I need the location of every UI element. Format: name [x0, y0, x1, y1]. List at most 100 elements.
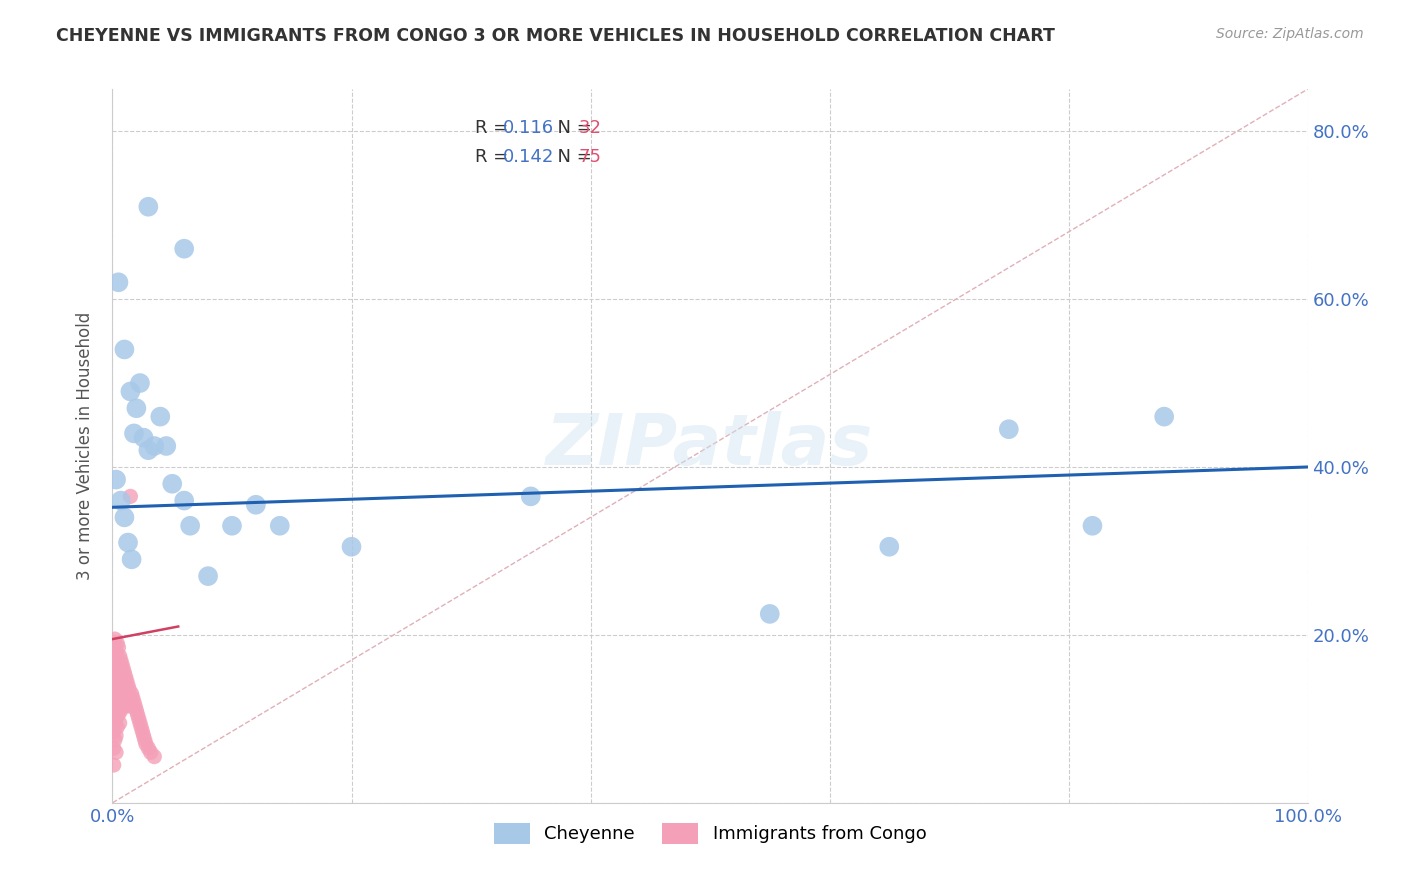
- Point: [121, 552, 143, 566]
- Point: [110, 493, 132, 508]
- Point: [108, 648, 131, 663]
- Point: [103, 741, 125, 756]
- Point: [340, 540, 363, 554]
- Point: [104, 699, 127, 714]
- Point: [104, 732, 127, 747]
- Legend: Cheyenne, Immigrants from Congo: Cheyenne, Immigrants from Congo: [479, 808, 941, 858]
- Point: [112, 678, 135, 692]
- Point: [103, 690, 125, 705]
- Point: [104, 716, 127, 731]
- Point: [105, 678, 128, 692]
- Text: 0.142: 0.142: [503, 148, 554, 166]
- Text: 75: 75: [579, 148, 602, 166]
- Point: [105, 695, 128, 709]
- Point: [131, 724, 153, 739]
- Point: [111, 674, 134, 689]
- Text: 0.116: 0.116: [503, 120, 554, 137]
- Point: [117, 695, 139, 709]
- Point: [114, 682, 135, 697]
- Point: [103, 707, 125, 722]
- Point: [105, 473, 128, 487]
- Point: [998, 422, 1021, 436]
- Point: [124, 699, 146, 714]
- Point: [114, 343, 135, 357]
- Point: [110, 670, 132, 684]
- Point: [129, 720, 152, 734]
- Point: [105, 746, 128, 760]
- Text: 32: 32: [579, 120, 602, 137]
- Text: Source: ZipAtlas.com: Source: ZipAtlas.com: [1216, 27, 1364, 41]
- Point: [104, 665, 127, 680]
- Point: [143, 749, 166, 764]
- Point: [120, 489, 142, 503]
- Point: [105, 636, 128, 650]
- Point: [110, 653, 132, 667]
- Point: [128, 712, 150, 726]
- Point: [108, 665, 131, 680]
- Text: ZIPatlas: ZIPatlas: [547, 411, 873, 481]
- Point: [149, 409, 172, 424]
- Point: [138, 200, 160, 214]
- Point: [117, 535, 139, 549]
- Point: [114, 670, 136, 684]
- Point: [108, 699, 131, 714]
- Point: [107, 640, 129, 655]
- Point: [107, 275, 129, 289]
- Point: [143, 439, 166, 453]
- Point: [104, 682, 127, 697]
- Point: [122, 695, 145, 709]
- Point: [104, 648, 127, 663]
- Point: [138, 741, 160, 756]
- Point: [103, 674, 125, 689]
- Point: [179, 518, 201, 533]
- Point: [1081, 518, 1104, 533]
- Point: [108, 682, 131, 697]
- Point: [103, 758, 125, 772]
- Point: [105, 712, 128, 726]
- Point: [105, 703, 128, 717]
- Point: [103, 724, 125, 739]
- Point: [105, 645, 128, 659]
- Point: [107, 674, 129, 689]
- Point: [111, 657, 134, 672]
- Point: [134, 732, 156, 747]
- Point: [173, 493, 195, 508]
- Point: [173, 242, 195, 256]
- Text: R =: R =: [475, 120, 513, 137]
- Point: [103, 657, 125, 672]
- Point: [125, 401, 148, 416]
- Point: [111, 690, 134, 705]
- Text: N =: N =: [547, 120, 598, 137]
- Point: [112, 661, 135, 675]
- Point: [132, 729, 155, 743]
- Point: [114, 699, 135, 714]
- Point: [105, 653, 128, 667]
- Point: [114, 510, 135, 524]
- Text: N =: N =: [547, 148, 598, 166]
- Point: [221, 518, 243, 533]
- Point: [118, 682, 141, 697]
- Point: [879, 540, 901, 554]
- Point: [139, 746, 162, 760]
- Point: [759, 607, 782, 621]
- Point: [117, 678, 139, 692]
- Point: [127, 707, 149, 722]
- Point: [108, 716, 131, 731]
- Point: [107, 657, 129, 672]
- Point: [155, 439, 177, 453]
- Point: [122, 426, 145, 441]
- Point: [107, 690, 129, 705]
- Point: [120, 384, 142, 399]
- Point: [138, 443, 160, 458]
- Point: [197, 569, 219, 583]
- Text: CHEYENNE VS IMMIGRANTS FROM CONGO 3 OR MORE VEHICLES IN HOUSEHOLD CORRELATION CH: CHEYENNE VS IMMIGRANTS FROM CONGO 3 OR M…: [56, 27, 1054, 45]
- Point: [115, 690, 138, 705]
- Point: [115, 674, 138, 689]
- Point: [129, 716, 152, 731]
- Point: [125, 703, 148, 717]
- Point: [105, 729, 128, 743]
- Point: [269, 518, 291, 533]
- Point: [245, 498, 267, 512]
- Y-axis label: 3 or more Vehicles in Household: 3 or more Vehicles in Household: [76, 312, 94, 580]
- Point: [104, 632, 127, 646]
